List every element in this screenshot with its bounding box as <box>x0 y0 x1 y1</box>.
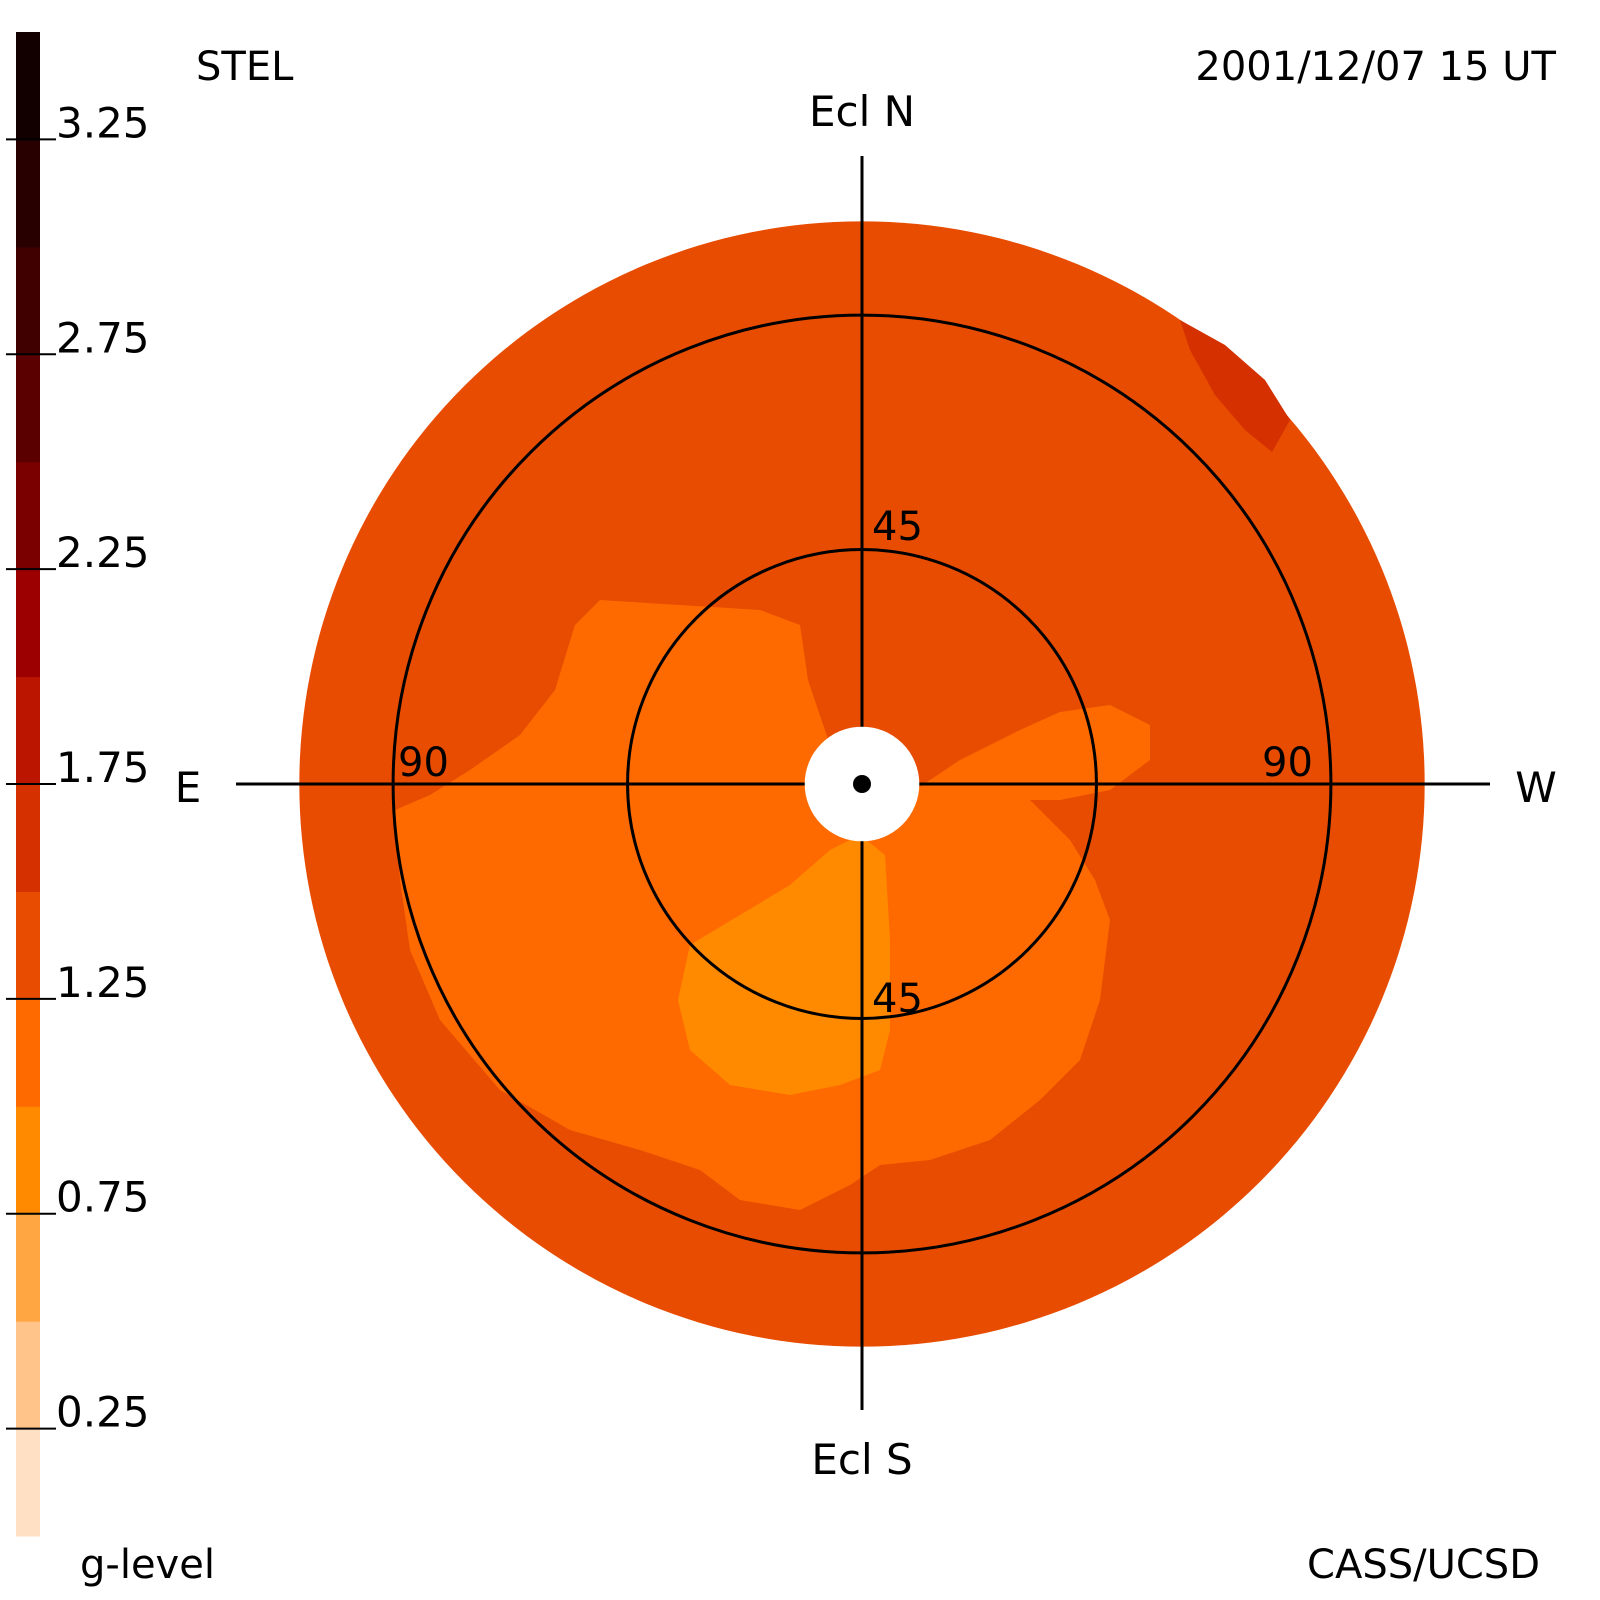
direction-label-east: E <box>175 763 202 812</box>
region-northwest-patch <box>1180 320 1290 452</box>
colorbar-band-11 <box>16 246 40 355</box>
colorbar-label: g-level <box>80 1542 215 1588</box>
colorbar-tick-label-0: 3.25 <box>56 98 150 147</box>
ring-label-45-north: 45 <box>872 504 923 550</box>
colorbar-band-0 <box>16 1428 40 1537</box>
colorbar-tick-label-2: 2.25 <box>56 528 150 577</box>
colorbar-ticks: 3.25 2.75 2.25 1.75 1.25 0.75 0.25 <box>6 98 150 1437</box>
colorbar-band-10 <box>16 354 40 463</box>
colorbar-band-7 <box>16 676 40 785</box>
colorbar-band-9 <box>16 461 40 570</box>
colorbar-tick-label-1: 2.75 <box>56 313 150 362</box>
colorbar-band-13 <box>16 32 40 140</box>
colorbar-band-3 <box>16 1106 40 1215</box>
colorbar-band-4 <box>16 998 40 1107</box>
colorbar-band-8 <box>16 569 40 678</box>
observatory-label: STEL <box>196 44 294 90</box>
ring-label-90-west: 90 <box>1262 740 1313 786</box>
ring-label-90-east: 90 <box>398 740 449 786</box>
ring-label-45-south: 45 <box>872 976 923 1022</box>
colorbar <box>16 32 40 1537</box>
direction-label-west: W <box>1515 763 1557 812</box>
region-southern-core <box>678 835 890 1095</box>
timestamp-label: 2001/12/07 15 UT <box>1195 44 1556 90</box>
direction-label-south: Ecl S <box>811 1435 912 1484</box>
colorbar-band-6 <box>16 784 40 892</box>
colorbar-band-2 <box>16 1213 40 1322</box>
colorbar-tick-label-3: 1.75 <box>56 743 150 792</box>
colorbar-tick-label-4: 1.25 <box>56 958 150 1007</box>
sun-position-marker <box>853 775 871 793</box>
credit-label: CASS/UCSD <box>1307 1542 1540 1588</box>
direction-label-north: Ecl N <box>809 87 915 136</box>
colorbar-band-5 <box>16 891 40 1000</box>
brightness-regions <box>395 320 1290 1210</box>
sky-map <box>236 156 1490 1410</box>
colorbar-tick-label-5: 0.75 <box>56 1173 150 1222</box>
colorbar-band-12 <box>16 139 40 248</box>
colorbar-band-1 <box>16 1321 40 1430</box>
colorbar-tick-label-6: 0.25 <box>56 1388 150 1437</box>
